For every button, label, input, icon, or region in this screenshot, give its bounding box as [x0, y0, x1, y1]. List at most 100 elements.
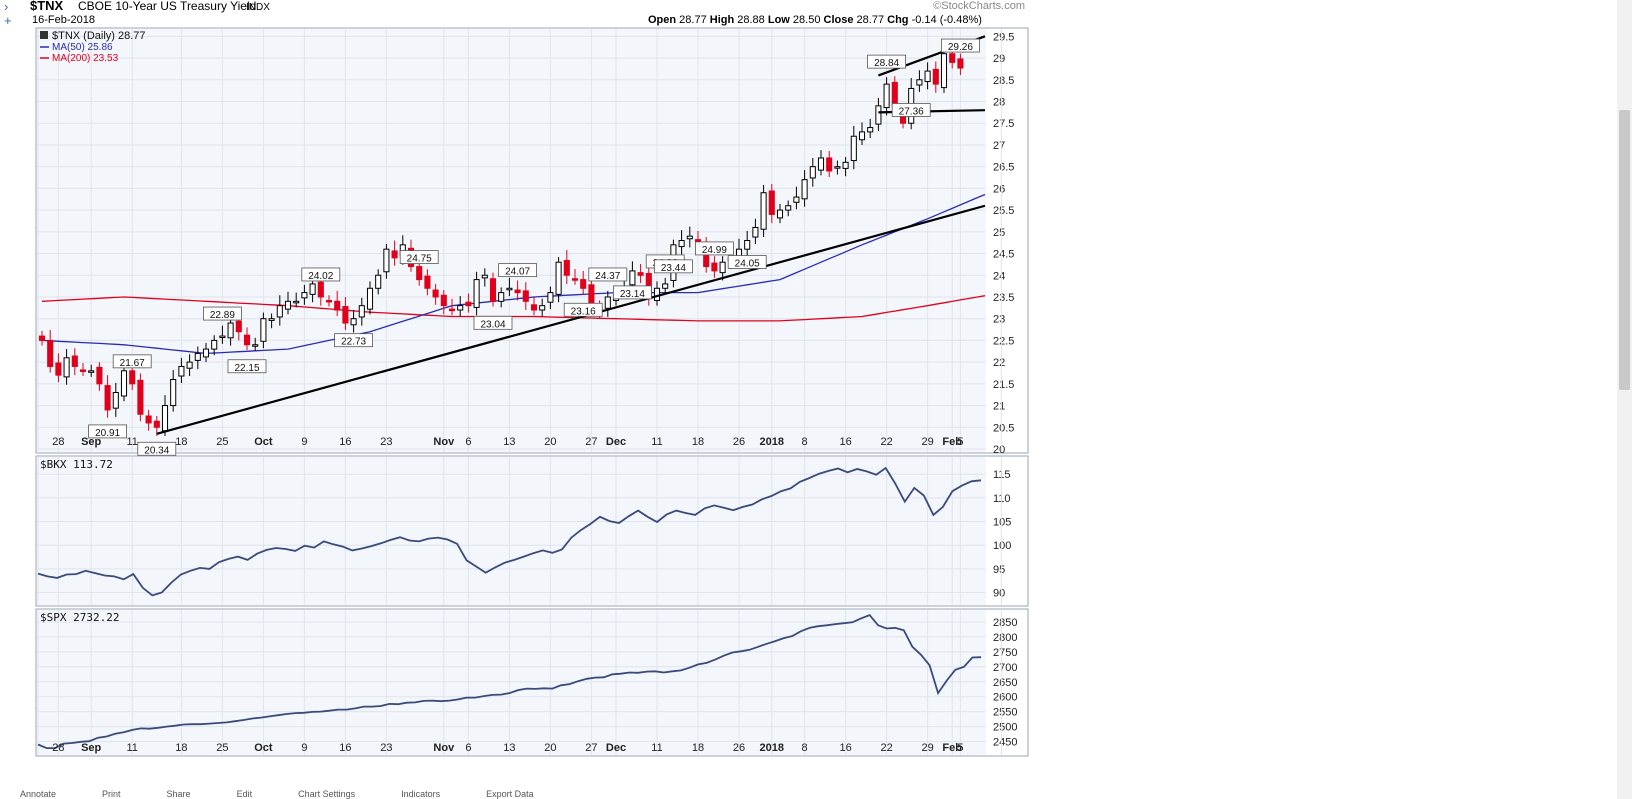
candle-body — [194, 352, 201, 361]
toolbar-item[interactable]: Indicators — [401, 789, 441, 799]
x-tick-label: 16 — [339, 742, 351, 754]
candle-body — [342, 306, 349, 324]
y-tick-label: 26.5 — [993, 162, 1014, 174]
candle-body — [752, 226, 759, 238]
candle-body — [38, 335, 46, 341]
candle-body — [949, 53, 956, 63]
x-tick-label: 8 — [802, 742, 808, 754]
x-tick-label: 20 — [544, 436, 556, 448]
candle-body — [268, 318, 275, 321]
ohlc-label: High — [710, 14, 738, 26]
candle-body — [875, 105, 882, 125]
annotation-label: 21.67 — [120, 358, 145, 369]
candle-body — [539, 305, 546, 311]
toolbar-item[interactable]: Export Data — [486, 789, 534, 799]
x-tick-label: 16 — [839, 436, 851, 448]
candle-body — [71, 355, 78, 367]
chart-date: 16-Feb-2018 — [32, 14, 95, 26]
toolbar-item[interactable]: Print — [102, 789, 121, 799]
spx-panel: 2450 2500 2550 2600 2650 2700 2750 2800 2850 $SPX… — [35, 608, 1029, 757]
candle-body — [793, 196, 800, 203]
x-tick-label: 23 — [380, 742, 392, 754]
ohlc-label: Chg — [887, 14, 911, 26]
annotation-box — [399, 250, 439, 264]
x-tick-label: 27 — [585, 436, 597, 448]
x-tick-label: 13 — [503, 436, 515, 448]
annotation-label: 29.26 — [948, 42, 973, 53]
ohlc-value: 28.50 — [793, 14, 824, 26]
y-tick-label: 105 — [993, 517, 1011, 529]
candle-body — [350, 318, 357, 326]
annotation-label: 22.73 — [341, 337, 366, 348]
candle-body — [317, 281, 324, 298]
candle-body — [662, 283, 669, 289]
ma50-line — [41, 193, 986, 355]
candle-body — [137, 379, 144, 415]
candle-body — [834, 166, 841, 169]
page-scrollbar[interactable] — [1617, 0, 1632, 799]
ohlc-value: 28.77 — [679, 14, 710, 26]
candle-body — [145, 415, 152, 424]
toolbar-item[interactable]: Edit — [236, 789, 253, 799]
candle-body — [358, 305, 365, 318]
toolbar-item[interactable]: Share — [166, 789, 191, 799]
scroll-thumb[interactable] — [1619, 110, 1630, 390]
candle-body — [563, 259, 570, 276]
expand-arrow-icon[interactable]: › — [4, 0, 9, 14]
candle-body — [924, 70, 931, 83]
ma200-line — [41, 295, 986, 322]
candle-body — [571, 278, 579, 281]
x-tick-label: Sep — [81, 742, 101, 754]
chart-symbol: $TNX — [30, 0, 64, 13]
toolbar-item[interactable]: Annotate — [20, 789, 57, 799]
x-tick-label: Nov — [433, 742, 455, 754]
candle-body — [776, 209, 784, 219]
candle-body — [637, 272, 644, 276]
ohlc-label: Close — [824, 14, 857, 26]
x-tick-label: 26 — [733, 436, 745, 448]
y-tick-label: 2800 — [993, 632, 1017, 644]
x-tick-label: 28 — [52, 436, 64, 448]
candle-body — [227, 322, 234, 339]
candle-body — [391, 250, 398, 259]
x-tick-label: 18 — [692, 742, 704, 754]
x-tick-label: 11 — [126, 742, 137, 754]
candle-body — [744, 240, 751, 250]
annotation-label: 23.44 — [661, 263, 686, 274]
candle-body — [170, 379, 177, 407]
y-tick-label: 27.5 — [993, 118, 1014, 130]
x-tick-label: 22 — [880, 436, 892, 448]
x-tick-label: 6 — [465, 436, 471, 448]
x-tick-label: Nov — [433, 436, 455, 448]
candle-body — [383, 248, 390, 273]
candle-body — [957, 58, 964, 69]
x-tick-label: 18 — [175, 436, 187, 448]
chart-name: CBOE 10-Year US Treasury Yield — [78, 0, 256, 13]
chart-tools: › + — [0, 0, 20, 40]
x-tick-label: Feb — [942, 436, 962, 448]
annotation-box — [941, 38, 980, 53]
y-tick-label: 28 — [993, 97, 1005, 109]
candle-body — [96, 366, 103, 385]
y-tick-label: 2600 — [993, 692, 1017, 704]
annotation-box — [654, 259, 693, 274]
y-tick-label: 21.5 — [993, 379, 1014, 391]
annotation-box — [867, 54, 906, 69]
candle-body — [432, 289, 439, 298]
candle-body — [489, 278, 497, 302]
candle-body — [916, 79, 923, 86]
candle-body — [104, 385, 111, 411]
candle-body — [235, 320, 242, 333]
x-tick-label: Dec — [606, 742, 626, 754]
candle-body — [448, 308, 456, 312]
plus-icon[interactable]: + — [4, 13, 12, 28]
panel-title: $SPX 2732.22 — [40, 611, 119, 624]
candle-body — [826, 157, 833, 172]
candle-body — [867, 127, 874, 133]
candle-body — [588, 284, 595, 307]
toolbar-item[interactable]: Chart Settings — [298, 789, 356, 799]
y-tick-label: 2650 — [993, 677, 1017, 689]
candle-body — [252, 344, 259, 347]
x-tick-label: Sep — [81, 436, 101, 448]
candle-body — [88, 370, 95, 373]
